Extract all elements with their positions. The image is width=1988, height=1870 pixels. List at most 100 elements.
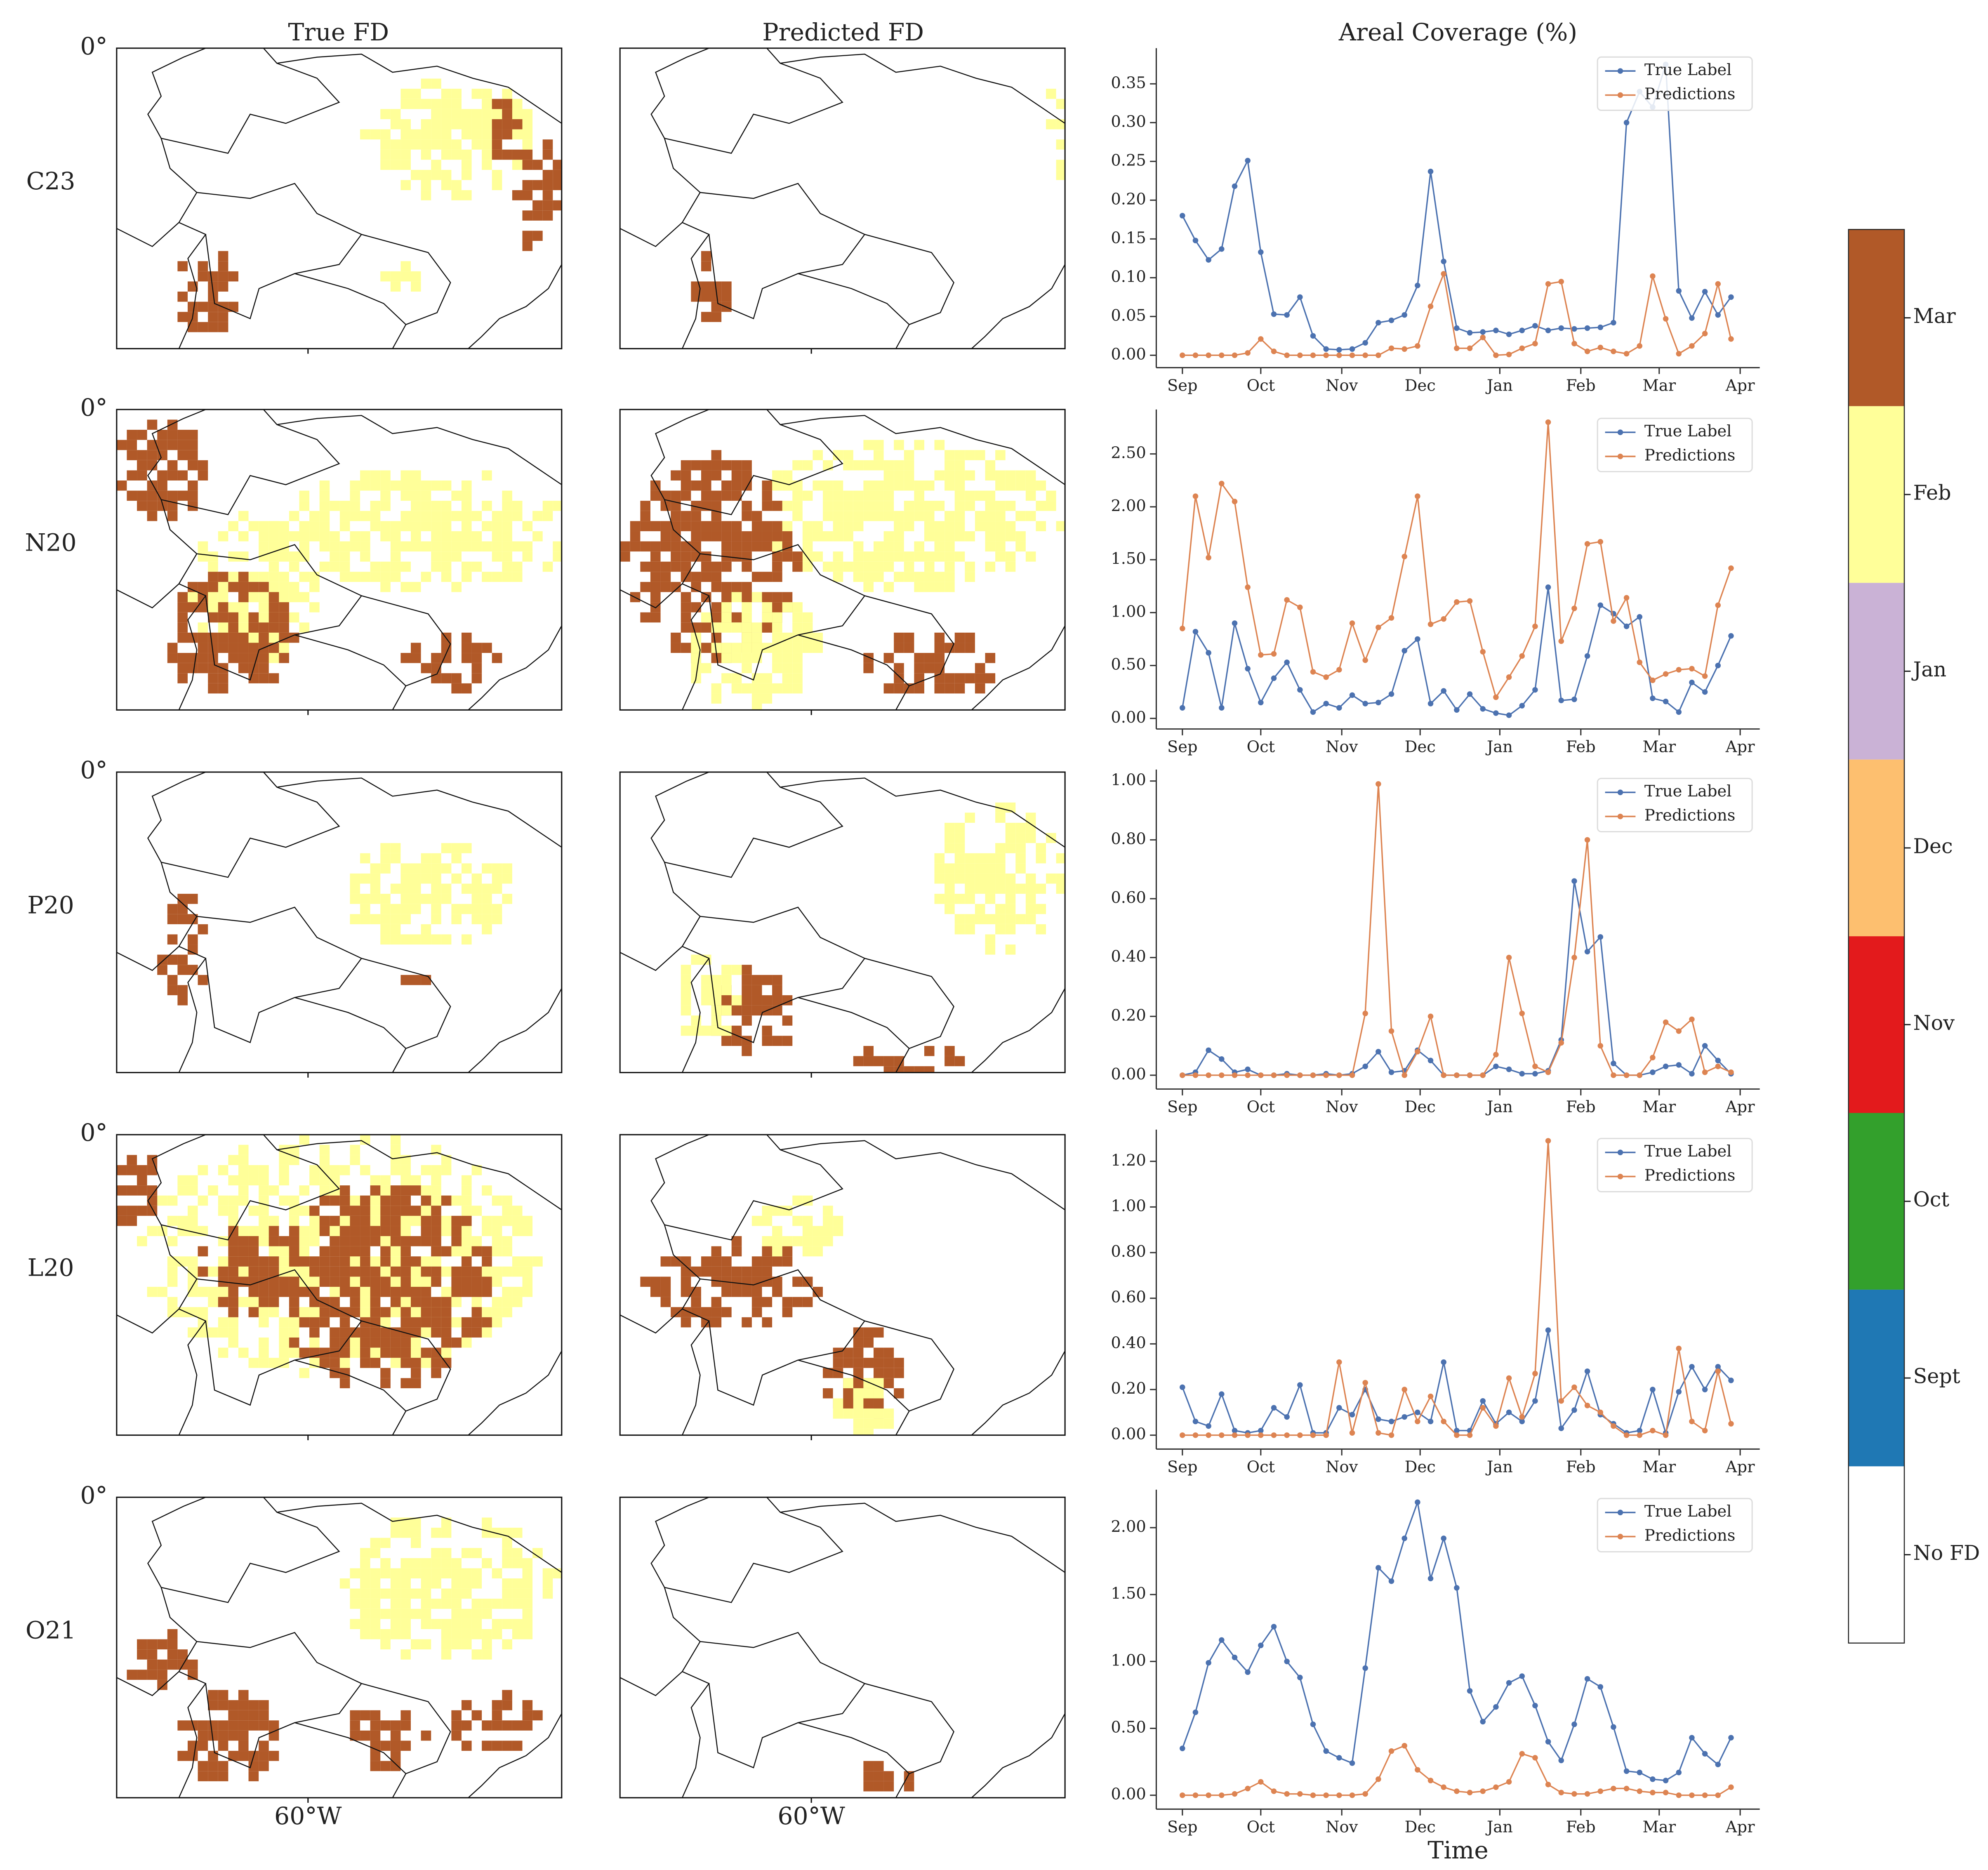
fd-cell [390, 149, 401, 160]
fd-cell [177, 904, 188, 914]
fd-cell [299, 1287, 310, 1297]
fd-cell [843, 450, 853, 460]
fd-cell [269, 1185, 279, 1196]
fd-cell [863, 1378, 874, 1388]
fd-cell [813, 1226, 823, 1236]
fd-cell [945, 531, 955, 542]
fd-cell [853, 1337, 864, 1348]
fd-cell [339, 1276, 350, 1287]
fd-cell [681, 975, 691, 985]
fd-cell [400, 1710, 411, 1721]
fd-cell [380, 582, 391, 592]
fd-cell [671, 632, 681, 643]
data-point [1336, 705, 1342, 711]
fd-cell [701, 291, 711, 302]
data-point [1506, 712, 1512, 718]
fd-cell [218, 1347, 228, 1358]
fd-cell [370, 1730, 381, 1741]
fd-cell [522, 1215, 533, 1226]
fd-cell [421, 572, 431, 582]
fd-cell [731, 480, 742, 491]
fd-cell [975, 511, 985, 521]
data-point [1728, 1735, 1734, 1740]
fd-cell [431, 873, 441, 884]
fd-cell [431, 1358, 441, 1368]
fd-cell [1046, 501, 1056, 511]
fd-cell [208, 1287, 218, 1297]
fd-cell [421, 1327, 431, 1338]
fd-cell [269, 1297, 279, 1307]
fd-cell [188, 450, 198, 460]
fd-cell [1056, 883, 1065, 894]
fd-cell [843, 511, 853, 521]
fd-cell [461, 1175, 472, 1186]
fd-cell [945, 561, 955, 572]
fd-cell [390, 531, 401, 542]
fd-cell [721, 975, 732, 985]
fd-cell [380, 1347, 391, 1358]
fd-cell [411, 1517, 421, 1528]
fd-cell [701, 1025, 711, 1036]
fd-cell [431, 541, 441, 552]
fd-cell [945, 883, 955, 894]
fd-cell [711, 1025, 722, 1036]
fd-cell [711, 460, 722, 471]
fd-cell [400, 1528, 411, 1538]
fd-cell [731, 582, 742, 592]
fd-cell [482, 1720, 492, 1731]
fd-cell [390, 1165, 401, 1175]
fd-cell [863, 653, 874, 663]
fd-cell [965, 501, 975, 511]
fd-cell [289, 561, 299, 572]
fd-cell [995, 863, 1006, 874]
fd-cell [833, 1226, 843, 1236]
fd-cell [873, 572, 884, 582]
fd-cell [431, 1215, 441, 1226]
fd-cell [721, 673, 732, 683]
data-point [1519, 703, 1525, 709]
fd-cell [319, 521, 330, 531]
coastline [798, 634, 910, 710]
fd-cell [471, 1246, 482, 1257]
fd-cell [883, 683, 894, 694]
fd-cell [934, 863, 945, 874]
fd-cell [259, 521, 269, 531]
fd-cell [782, 521, 793, 531]
fd-cell [945, 683, 955, 694]
fd-cell [431, 139, 441, 150]
fd-cell [319, 1307, 330, 1317]
fd-cell [482, 1558, 492, 1569]
fd-cell [681, 551, 691, 562]
fd-cell [289, 1236, 299, 1246]
fd-cell [370, 1568, 381, 1579]
x-tick-label: Jan [1485, 1818, 1513, 1837]
fd-cell [914, 653, 924, 663]
fd-cell [400, 1568, 411, 1579]
fd-cell [492, 170, 502, 180]
fd-cell [339, 1206, 350, 1216]
fd-cell [309, 1226, 320, 1236]
fd-cell [360, 1266, 370, 1277]
fd-cell [370, 501, 381, 511]
fd-cell [843, 1398, 853, 1409]
fd-cell [1015, 480, 1026, 491]
fd-cell [188, 602, 198, 612]
fd-cell [441, 673, 452, 683]
fd-cell [945, 843, 955, 853]
data-point [1310, 1792, 1316, 1798]
coastline [971, 625, 1066, 711]
fd-cell [945, 904, 955, 914]
fd-cell [360, 1226, 370, 1236]
fd-cell [380, 572, 391, 582]
fd-cell [390, 1195, 401, 1206]
fd-cell [339, 1215, 350, 1226]
data-point [1623, 1785, 1630, 1792]
data-point [1323, 346, 1329, 352]
fd-cell [289, 1297, 299, 1307]
fd-cell [360, 1609, 370, 1619]
coastline [294, 1359, 407, 1436]
fd-cell [451, 853, 462, 864]
fd-cell [269, 582, 279, 592]
fd-cell [167, 1195, 178, 1206]
fd-cell [711, 531, 722, 542]
